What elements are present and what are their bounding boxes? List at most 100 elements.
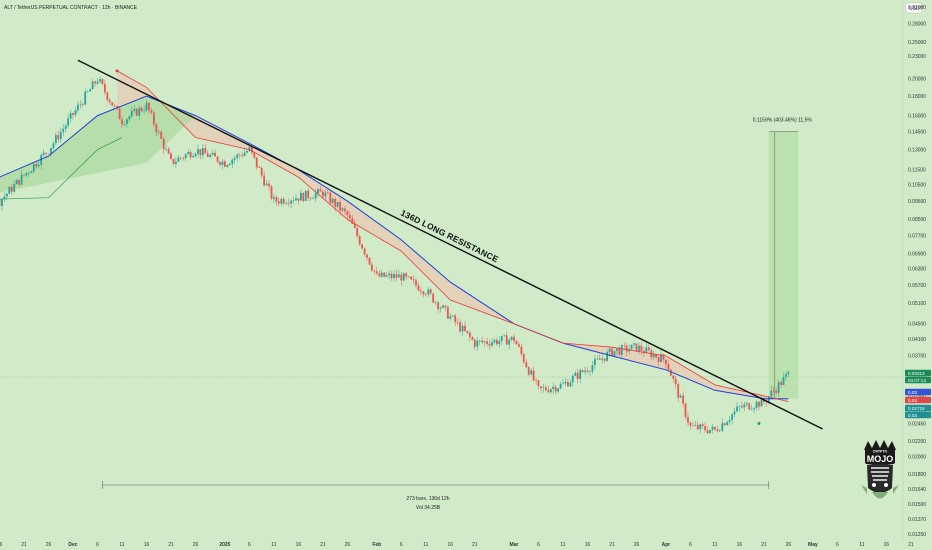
candle-body: [361, 244, 363, 249]
candle-body: [549, 389, 552, 393]
candle-body: [692, 425, 694, 427]
candle-body: [341, 208, 344, 211]
logo-main-text: MOJO: [867, 454, 894, 464]
candle-body: [263, 175, 265, 186]
candle-body: [292, 200, 295, 201]
candle-body: [748, 403, 751, 410]
candle-body: [380, 272, 383, 277]
candle-body: [3, 196, 6, 200]
price-tick-13: 0.07700: [908, 233, 926, 239]
candle-body: [52, 143, 55, 149]
candle-body: [547, 390, 550, 393]
candle-body: [20, 174, 23, 185]
candle-body: [94, 81, 96, 84]
candle-body: [226, 165, 229, 167]
target-label: 0.1159% (403.46%) 11,5%: [753, 118, 813, 124]
candle-body: [108, 99, 111, 103]
candle-body: [738, 406, 741, 407]
time-tick-27: 6: [689, 542, 692, 548]
cloud-fill: [0, 70, 789, 402]
candle-body: [682, 395, 684, 404]
price-tick-22: 0.02900: [908, 394, 926, 400]
price-axis-background: [903, 0, 932, 550]
candle-body: [194, 153, 197, 156]
candle-body: [344, 208, 346, 212]
candle-body: [424, 294, 427, 295]
price-badge-3: [905, 396, 931, 404]
price-tick-12: 0.08500: [908, 217, 926, 223]
candle-body: [253, 152, 256, 158]
candle-body: [745, 403, 748, 405]
candle-body: [123, 124, 126, 125]
candle-body: [696, 425, 699, 430]
time-tick-33: 6: [836, 542, 839, 548]
candle-body: [96, 81, 99, 84]
time-tick-6: 16: [144, 542, 150, 548]
candle-body: [643, 350, 645, 353]
range-label: 273 bars, 136d 12h: [406, 496, 449, 502]
time-tick-15: Feb: [372, 542, 381, 548]
candle-body: [233, 157, 236, 160]
price-tick-25: 0.02200: [908, 439, 926, 445]
time-tick-0: 16: [0, 542, 2, 548]
candle-body: [743, 404, 746, 408]
price-badge-4: [905, 404, 931, 412]
time-tick-13: 21: [320, 542, 326, 548]
candle-body: [162, 138, 165, 150]
candle-body: [302, 192, 305, 201]
time-tick-10: 6: [248, 542, 251, 548]
candle-body: [10, 187, 13, 192]
candle-body: [598, 358, 601, 360]
candle-body: [750, 409, 753, 410]
candle-body: [209, 154, 212, 157]
candle-body: [390, 273, 393, 278]
time-tick-32: May: [808, 542, 818, 548]
candle-body: [594, 359, 596, 366]
candle-body: [23, 174, 25, 176]
trendline[interactable]: [77, 59, 824, 430]
candle-body: [177, 157, 180, 162]
candle-body: [199, 149, 202, 156]
candle-body: [295, 198, 297, 201]
candle-body: [608, 348, 611, 353]
candle-body: [535, 380, 537, 381]
currency-box[interactable]: [905, 2, 923, 14]
candle-body: [442, 305, 444, 308]
candle-body: [410, 276, 412, 280]
candle-body: [118, 108, 121, 120]
candle-body: [469, 332, 471, 338]
price-tick-5: 0.18000: [908, 94, 926, 100]
candle-body: [447, 307, 449, 319]
candle-body: [184, 154, 187, 159]
candle-body: [287, 203, 290, 204]
candle-body: [665, 359, 667, 365]
logo-eye-left: [872, 483, 876, 487]
candle-body: [554, 386, 557, 392]
candle-body: [339, 202, 341, 211]
candle-body: [689, 422, 692, 426]
candle-body: [422, 291, 425, 295]
time-tick-17: 11: [423, 542, 428, 548]
time-tick-20: Mar: [510, 542, 519, 548]
candle-body: [429, 289, 432, 294]
candle-body: [351, 218, 354, 224]
candle-body: [47, 153, 50, 155]
candle-body: [99, 79, 101, 82]
candle-body: [677, 384, 680, 398]
candle-body: [1, 199, 3, 206]
candle-body: [679, 395, 682, 398]
price-tick-29: 0.01500: [908, 502, 926, 508]
candle-body: [126, 119, 128, 124]
candle-body: [224, 161, 226, 167]
candle-body: [81, 104, 84, 105]
candle-body: [567, 382, 569, 387]
time-tick-12: 16: [296, 542, 302, 548]
candle-body: [265, 183, 268, 186]
price-badge-text-4: 0.02716: [908, 406, 925, 411]
time-tick-1: 21: [21, 542, 27, 548]
candle-body: [574, 372, 577, 376]
price-tick-20: 0.03700: [908, 354, 926, 360]
series-line-1: [116, 70, 789, 402]
candle-body: [432, 293, 435, 303]
